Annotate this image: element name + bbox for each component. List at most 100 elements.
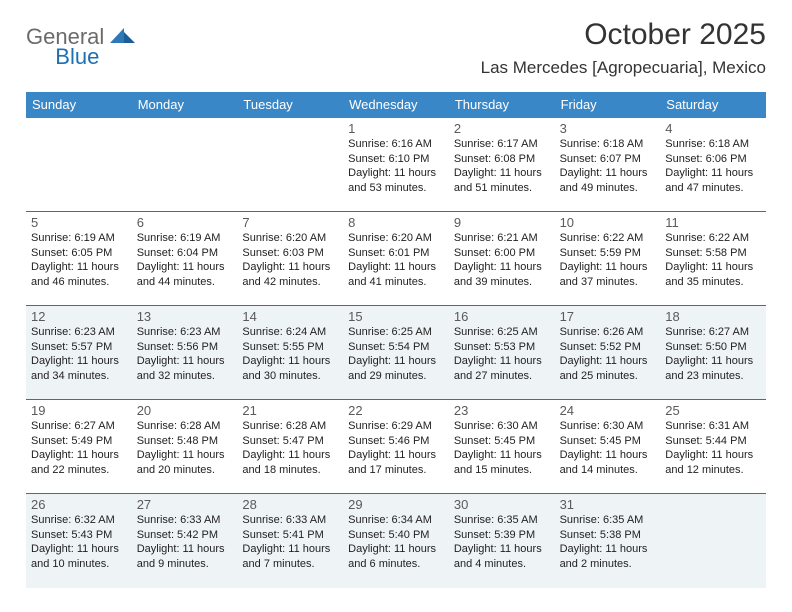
dayname: Tuesday	[237, 92, 343, 118]
sunset-text: Sunset: 6:05 PM	[31, 246, 128, 261]
daylight-text: and 39 minutes.	[454, 275, 551, 290]
dayname: Monday	[132, 92, 238, 118]
sunrise-text: Sunrise: 6:33 AM	[242, 513, 339, 528]
daylight-text: and 25 minutes.	[560, 369, 657, 384]
daylight-text: and 7 minutes.	[242, 557, 339, 572]
day-cell: 27Sunrise: 6:33 AMSunset: 5:42 PMDayligh…	[132, 494, 238, 588]
sunrise-text: Sunrise: 6:18 AM	[560, 137, 657, 152]
day-cell: 6Sunrise: 6:19 AMSunset: 6:04 PMDaylight…	[132, 212, 238, 305]
sunrise-text: Sunrise: 6:26 AM	[560, 325, 657, 340]
daylight-text: and 12 minutes.	[665, 463, 762, 478]
sunset-text: Sunset: 5:58 PM	[665, 246, 762, 261]
sunset-text: Sunset: 5:45 PM	[560, 434, 657, 449]
day-cell: 22Sunrise: 6:29 AMSunset: 5:46 PMDayligh…	[343, 400, 449, 493]
sunrise-text: Sunrise: 6:23 AM	[137, 325, 234, 340]
day-cell: 10Sunrise: 6:22 AMSunset: 5:59 PMDayligh…	[555, 212, 661, 305]
sunrise-text: Sunrise: 6:25 AM	[454, 325, 551, 340]
daylight-text: Daylight: 11 hours	[137, 542, 234, 557]
sunrise-text: Sunrise: 6:27 AM	[665, 325, 762, 340]
daylight-text: and 47 minutes.	[665, 181, 762, 196]
day-cell: 7Sunrise: 6:20 AMSunset: 6:03 PMDaylight…	[237, 212, 343, 305]
location-subtitle: Las Mercedes [Agropecuaria], Mexico	[481, 58, 766, 78]
daylight-text: Daylight: 11 hours	[242, 542, 339, 557]
sunrise-text: Sunrise: 6:30 AM	[560, 419, 657, 434]
sunrise-text: Sunrise: 6:16 AM	[348, 137, 445, 152]
sunset-text: Sunset: 5:41 PM	[242, 528, 339, 543]
sunset-text: Sunset: 5:52 PM	[560, 340, 657, 355]
day-cell	[132, 118, 238, 211]
day-number: 15	[348, 309, 445, 325]
daylight-text: Daylight: 11 hours	[31, 448, 128, 463]
week-row: 26Sunrise: 6:32 AMSunset: 5:43 PMDayligh…	[26, 494, 766, 588]
week-row: 5Sunrise: 6:19 AMSunset: 6:05 PMDaylight…	[26, 212, 766, 306]
daylight-text: and 42 minutes.	[242, 275, 339, 290]
sunset-text: Sunset: 5:47 PM	[242, 434, 339, 449]
daylight-text: and 46 minutes.	[31, 275, 128, 290]
sunrise-text: Sunrise: 6:33 AM	[137, 513, 234, 528]
daylight-text: Daylight: 11 hours	[242, 448, 339, 463]
daylight-text: Daylight: 11 hours	[348, 542, 445, 557]
sunset-text: Sunset: 5:39 PM	[454, 528, 551, 543]
sunrise-text: Sunrise: 6:30 AM	[454, 419, 551, 434]
day-number: 19	[31, 403, 128, 419]
day-cell: 12Sunrise: 6:23 AMSunset: 5:57 PMDayligh…	[26, 306, 132, 399]
daylight-text: and 17 minutes.	[348, 463, 445, 478]
day-number: 23	[454, 403, 551, 419]
sunrise-text: Sunrise: 6:34 AM	[348, 513, 445, 528]
sunrise-text: Sunrise: 6:23 AM	[31, 325, 128, 340]
sunrise-text: Sunrise: 6:22 AM	[665, 231, 762, 246]
day-cell: 20Sunrise: 6:28 AMSunset: 5:48 PMDayligh…	[132, 400, 238, 493]
week-row: 1Sunrise: 6:16 AMSunset: 6:10 PMDaylight…	[26, 118, 766, 212]
day-cell: 18Sunrise: 6:27 AMSunset: 5:50 PMDayligh…	[660, 306, 766, 399]
daylight-text: Daylight: 11 hours	[348, 166, 445, 181]
sunrise-text: Sunrise: 6:31 AM	[665, 419, 762, 434]
day-cell	[660, 494, 766, 588]
sunrise-text: Sunrise: 6:20 AM	[242, 231, 339, 246]
sunset-text: Sunset: 6:06 PM	[665, 152, 762, 167]
sunset-text: Sunset: 6:04 PM	[137, 246, 234, 261]
day-cell: 8Sunrise: 6:20 AMSunset: 6:01 PMDaylight…	[343, 212, 449, 305]
day-number: 20	[137, 403, 234, 419]
day-cell: 11Sunrise: 6:22 AMSunset: 5:58 PMDayligh…	[660, 212, 766, 305]
daylight-text: and 32 minutes.	[137, 369, 234, 384]
day-cell: 15Sunrise: 6:25 AMSunset: 5:54 PMDayligh…	[343, 306, 449, 399]
sunset-text: Sunset: 5:43 PM	[31, 528, 128, 543]
sunset-text: Sunset: 5:59 PM	[560, 246, 657, 261]
daylight-text: and 22 minutes.	[31, 463, 128, 478]
sunset-text: Sunset: 5:57 PM	[31, 340, 128, 355]
day-cell: 26Sunrise: 6:32 AMSunset: 5:43 PMDayligh…	[26, 494, 132, 588]
daylight-text: Daylight: 11 hours	[454, 354, 551, 369]
sunset-text: Sunset: 5:55 PM	[242, 340, 339, 355]
daylight-text: and 44 minutes.	[137, 275, 234, 290]
daylight-text: and 23 minutes.	[665, 369, 762, 384]
sunrise-text: Sunrise: 6:32 AM	[31, 513, 128, 528]
day-number: 21	[242, 403, 339, 419]
daylight-text: Daylight: 11 hours	[665, 354, 762, 369]
daylight-text: and 15 minutes.	[454, 463, 551, 478]
daylight-text: and 6 minutes.	[348, 557, 445, 572]
day-number: 22	[348, 403, 445, 419]
logo: General Blue	[26, 24, 185, 50]
week-row: 19Sunrise: 6:27 AMSunset: 5:49 PMDayligh…	[26, 400, 766, 494]
sunrise-text: Sunrise: 6:17 AM	[454, 137, 551, 152]
sunset-text: Sunset: 5:42 PM	[137, 528, 234, 543]
day-number: 29	[348, 497, 445, 513]
sunrise-text: Sunrise: 6:27 AM	[31, 419, 128, 434]
daylight-text: Daylight: 11 hours	[665, 166, 762, 181]
daylight-text: Daylight: 11 hours	[137, 448, 234, 463]
header: General Blue October 2025 Las Mercedes […	[26, 18, 766, 78]
sunset-text: Sunset: 5:45 PM	[454, 434, 551, 449]
sunset-text: Sunset: 6:10 PM	[348, 152, 445, 167]
day-number: 31	[560, 497, 657, 513]
week-row: 12Sunrise: 6:23 AMSunset: 5:57 PMDayligh…	[26, 306, 766, 400]
logo-text-blue: Blue	[55, 44, 99, 70]
day-number: 28	[242, 497, 339, 513]
sunset-text: Sunset: 5:48 PM	[137, 434, 234, 449]
day-cell: 14Sunrise: 6:24 AMSunset: 5:55 PMDayligh…	[237, 306, 343, 399]
calendar: SundayMondayTuesdayWednesdayThursdayFrid…	[26, 92, 766, 588]
day-number: 14	[242, 309, 339, 325]
daylight-text: and 34 minutes.	[31, 369, 128, 384]
sunset-text: Sunset: 5:53 PM	[454, 340, 551, 355]
sunset-text: Sunset: 6:07 PM	[560, 152, 657, 167]
sunrise-text: Sunrise: 6:19 AM	[31, 231, 128, 246]
